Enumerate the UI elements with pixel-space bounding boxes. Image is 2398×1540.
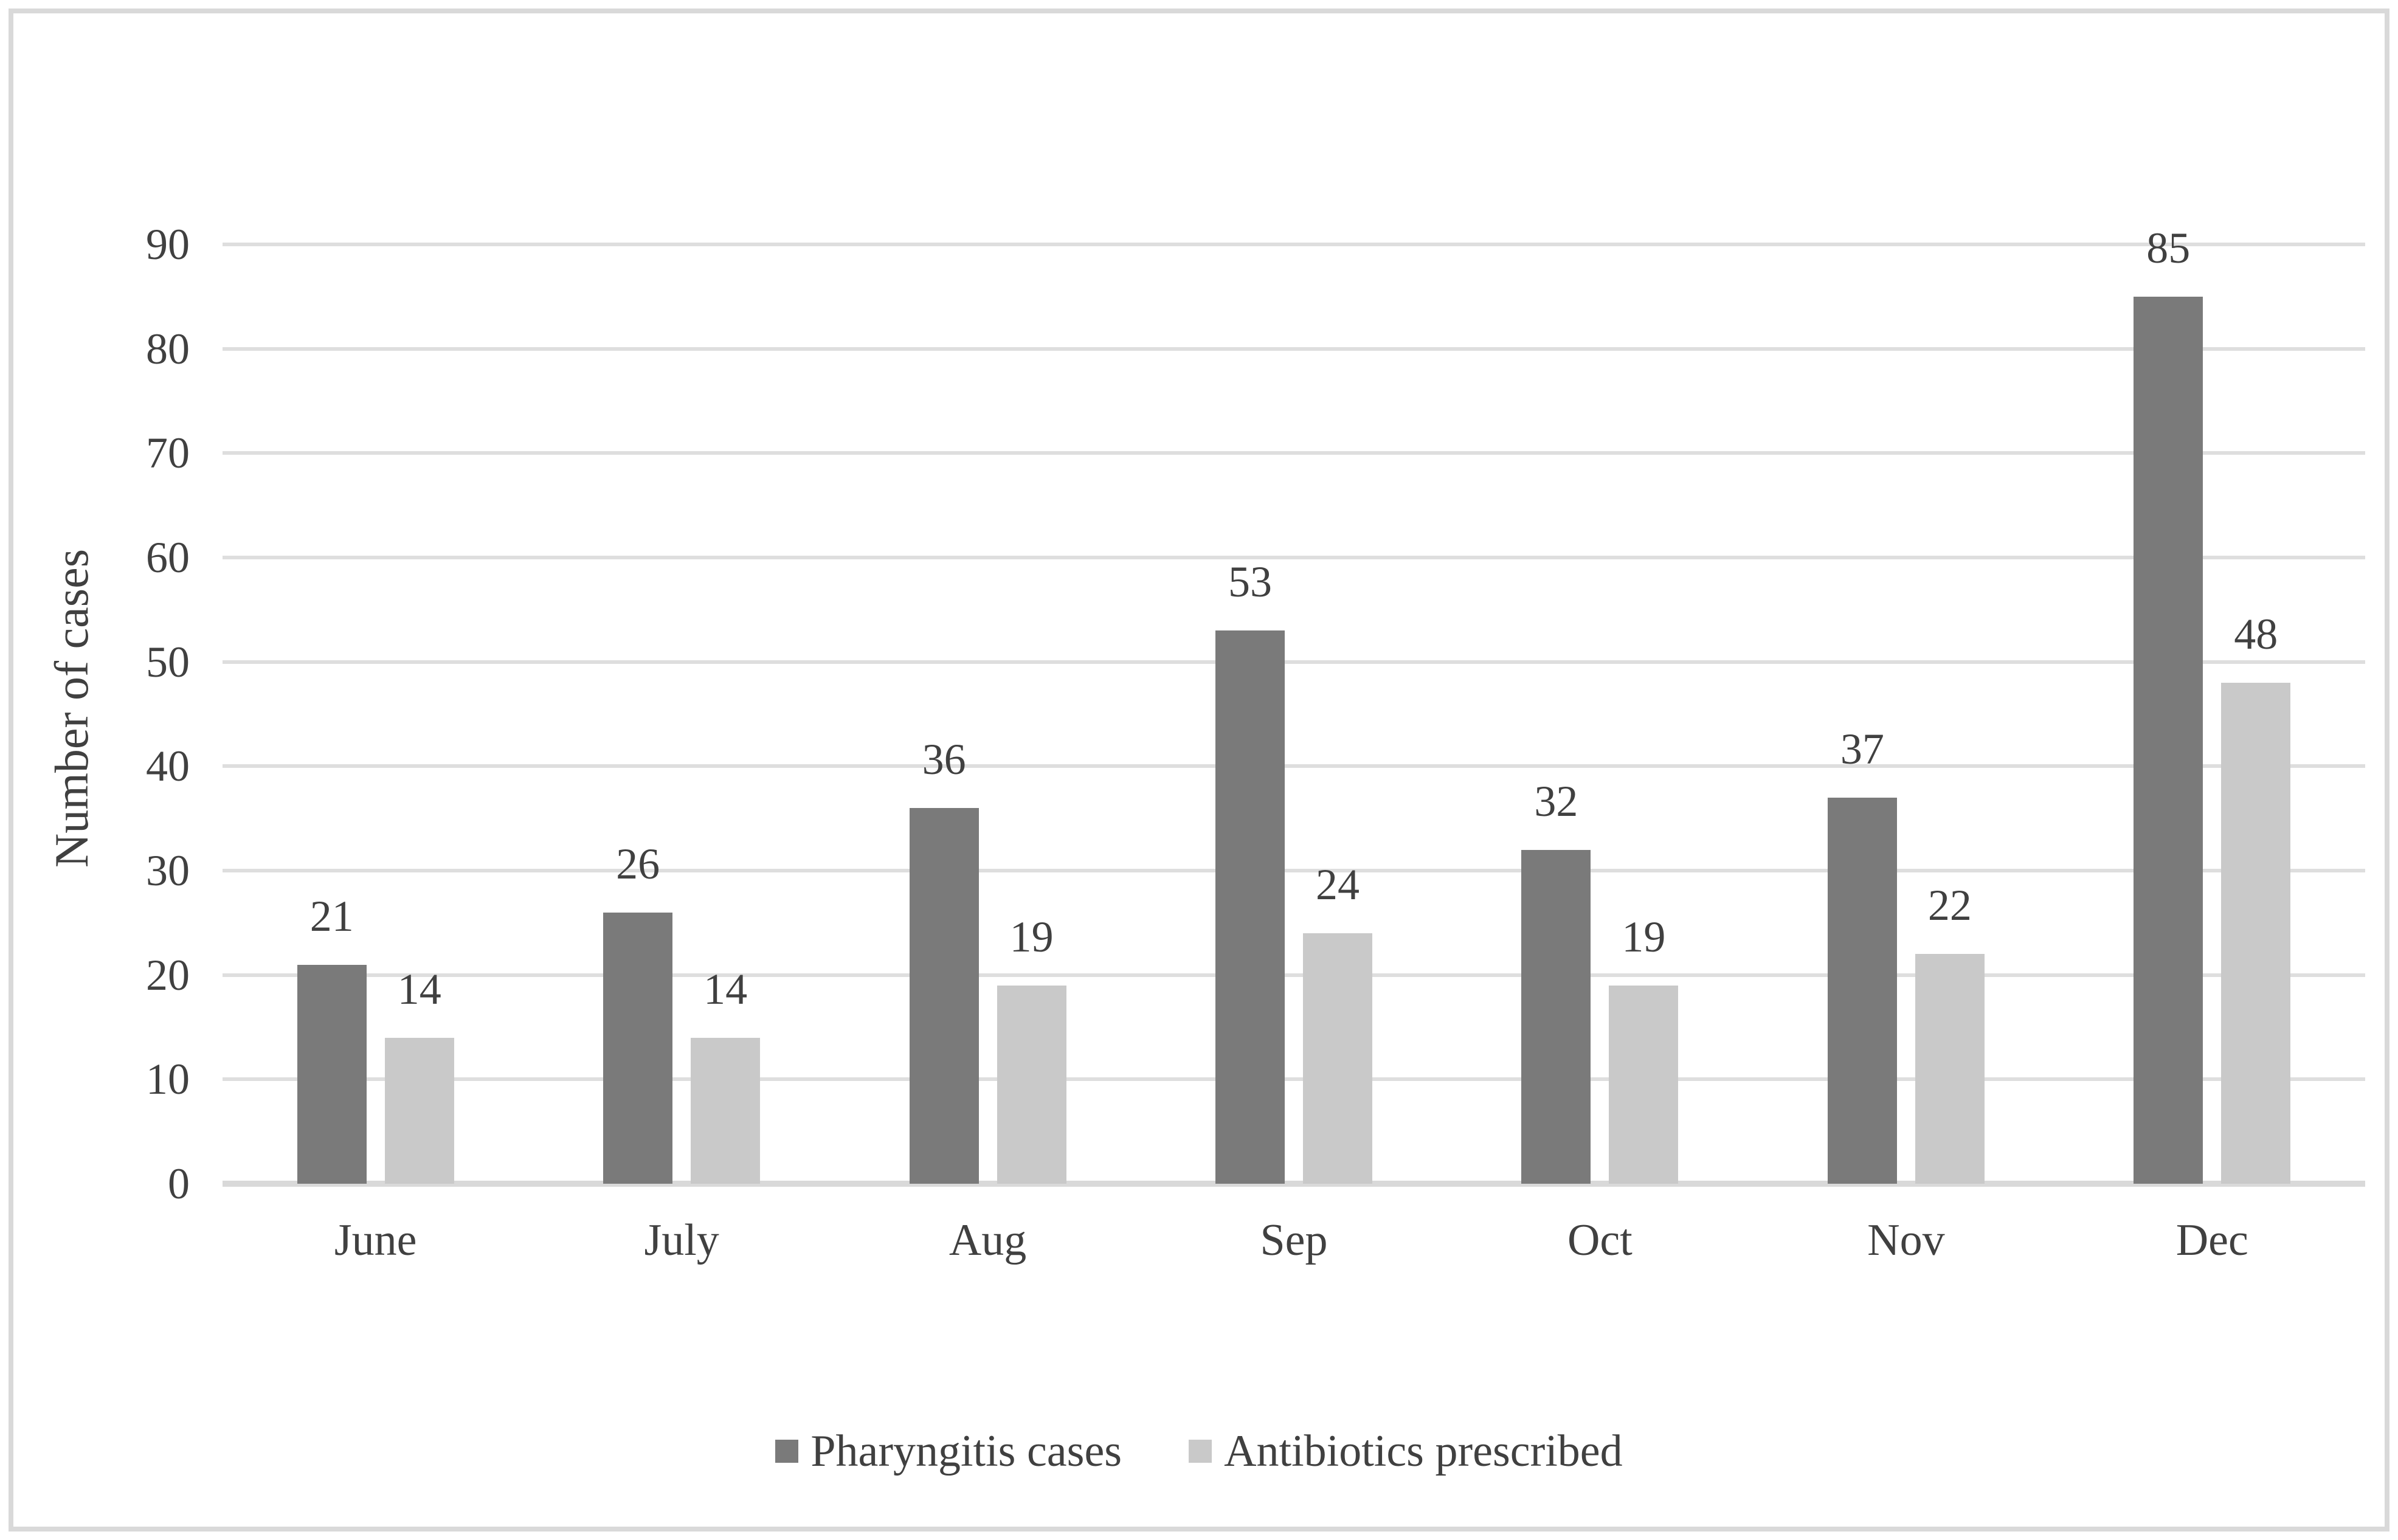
bar-pharyngitis-cases-dec <box>2134 296 2203 1184</box>
x-tick-label-oct: Oct <box>1567 1215 1633 1265</box>
category-group-june: 21 14 <box>297 244 454 1184</box>
gridline-80 <box>223 347 2365 351</box>
legend-item-pharyngitis-cases: Pharyngitis cases <box>775 1429 1122 1474</box>
y-tick-label-10: 10 <box>146 1055 190 1104</box>
gridline-20 <box>223 973 2365 977</box>
x-tick-label-sep: Sep <box>1260 1215 1328 1265</box>
gridline-50 <box>223 660 2365 664</box>
x-axis-category-labels: June July Aug Sep Oct Nov Dec <box>223 1215 2365 1283</box>
legend: Pharyngitis cases Antibiotics prescribed <box>0 1429 2398 1474</box>
bar-antibiotics-prescribed-july <box>691 1037 761 1184</box>
category-group-nov: 37 22 <box>1827 244 1985 1184</box>
x-tick-label-july: July <box>644 1215 719 1265</box>
data-label-pharyngitis-cases-sep: 53 <box>1228 558 1272 607</box>
y-tick-label-60: 60 <box>146 533 190 582</box>
plot-area: 21 14 26 14 36 19 53 24 32 19 37 22 85 48 <box>223 226 2365 1187</box>
data-label-pharyngitis-cases-dec: 85 <box>2146 223 2191 272</box>
data-label-pharyngitis-cases-june: 21 <box>309 891 354 941</box>
bar-pharyngitis-cases-oct <box>1521 849 1591 1184</box>
category-group-dec: 85 48 <box>2134 226 2291 1184</box>
bar-antibiotics-prescribed-sep <box>1303 933 1372 1184</box>
x-axis-line <box>223 1181 2365 1187</box>
bar-pharyngitis-cases-sep <box>1215 630 1285 1184</box>
x-tick-label-aug: Aug <box>948 1215 1027 1265</box>
data-label-pharyngitis-cases-nov: 37 <box>1840 724 1884 773</box>
data-label-pharyngitis-cases-aug: 36 <box>922 735 966 784</box>
legend-item-antibiotics-prescribed: Antibiotics prescribed <box>1189 1429 1623 1474</box>
y-tick-label-40: 40 <box>146 742 190 791</box>
gridline-70 <box>223 451 2365 455</box>
bar-antibiotics-prescribed-dec <box>2221 683 2291 1184</box>
chart-border <box>9 9 2389 1531</box>
data-label-pharyngitis-cases-oct: 32 <box>1534 776 1578 826</box>
y-tick-label-80: 80 <box>146 324 190 373</box>
category-group-aug: 36 19 <box>909 244 1066 1184</box>
gridline-40 <box>223 764 2365 768</box>
x-tick-label-dec: Dec <box>2175 1215 2248 1265</box>
y-tick-label-90: 90 <box>146 220 190 269</box>
gridline-90 <box>223 243 2365 246</box>
y-tick-label-50: 50 <box>146 637 190 686</box>
legend-label-pharyngitis-cases: Pharyngitis cases <box>810 1426 1122 1476</box>
bar-antibiotics-prescribed-aug <box>997 985 1066 1184</box>
bar-pharyngitis-cases-nov <box>1827 797 1897 1184</box>
data-label-pharyngitis-cases-july: 26 <box>616 839 660 888</box>
bar-antibiotics-prescribed-nov <box>1915 954 1985 1184</box>
data-label-antibiotics-prescribed-oct: 19 <box>1622 912 1666 961</box>
gridline-30 <box>223 869 2365 872</box>
category-group-oct: 32 19 <box>1521 244 1679 1184</box>
bar-pharyngitis-cases-aug <box>909 808 979 1184</box>
data-label-antibiotics-prescribed-june: 14 <box>397 964 441 1013</box>
y-tick-label-0: 0 <box>168 1159 190 1208</box>
legend-label-antibiotics-prescribed: Antibiotics prescribed <box>1224 1426 1623 1476</box>
x-tick-label-nov: Nov <box>1867 1215 1945 1265</box>
gridline-60 <box>223 556 2365 559</box>
gridline-10 <box>223 1077 2365 1082</box>
bar-antibiotics-prescribed-june <box>384 1037 454 1184</box>
x-tick-label-june: June <box>334 1215 417 1265</box>
category-group-sep: 53 24 <box>1215 244 1372 1184</box>
legend-swatch-antibiotics-prescribed <box>1189 1440 1212 1463</box>
y-tick-label-30: 30 <box>146 846 190 895</box>
data-label-antibiotics-prescribed-july: 14 <box>703 964 748 1013</box>
y-tick-label-70: 70 <box>146 429 190 478</box>
data-label-antibiotics-prescribed-dec: 48 <box>2234 610 2278 658</box>
bar-antibiotics-prescribed-oct <box>1609 985 1679 1184</box>
y-tick-label-20: 20 <box>146 950 190 1000</box>
bar-pharyngitis-cases-july <box>603 912 673 1184</box>
y-axis-tick-labels: 0 10 20 30 40 50 60 70 80 90 <box>0 220 190 1208</box>
category-group-july: 26 14 <box>603 244 761 1184</box>
data-label-antibiotics-prescribed-aug: 19 <box>1009 912 1054 961</box>
bar-pharyngitis-cases-june <box>297 964 367 1184</box>
legend-swatch-pharyngitis-cases <box>775 1440 799 1463</box>
data-label-antibiotics-prescribed-sep: 24 <box>1316 860 1360 909</box>
data-label-antibiotics-prescribed-nov: 22 <box>1927 881 1972 930</box>
